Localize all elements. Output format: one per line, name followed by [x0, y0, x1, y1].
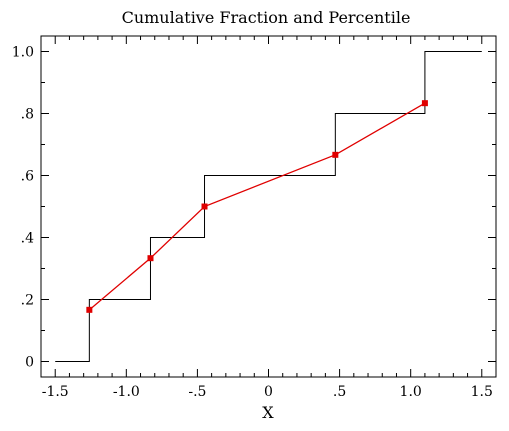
y-tick-label: .2	[21, 293, 34, 309]
x-tick-label: -1.0	[113, 384, 140, 400]
plot-frame	[40, 35, 497, 378]
percentile-marker	[421, 100, 428, 107]
y-tick-label: 1.0	[12, 45, 34, 61]
percentile-line	[88, 102, 426, 311]
x-tick-label: -1.5	[42, 384, 69, 400]
minor-ticks	[40, 36, 497, 377]
x-tick-label: -.5	[188, 384, 206, 400]
y-tick-label: .8	[21, 107, 34, 123]
x-axis-label: X	[262, 403, 274, 422]
x-tick-label: .5	[333, 384, 346, 400]
percentile-marker	[86, 306, 93, 313]
percentile-marker	[201, 203, 208, 210]
y-tick-labels: 0 .2 .4 .6 .8 1.0	[12, 45, 34, 371]
x-tick-label: 1.0	[400, 384, 422, 400]
percentile-marker	[147, 255, 154, 262]
percentile-marker	[332, 151, 339, 158]
x-tick-labels: -1.5 -1.0 -.5 0 .5 1.0 1.5	[42, 384, 493, 400]
series-layer	[55, 51, 482, 362]
cumulative-fraction-step-line	[55, 51, 482, 362]
major-ticks	[41, 36, 496, 377]
chart-title: Cumulative Fraction and Percentile	[122, 8, 411, 27]
x-tick-label: 0	[264, 384, 273, 400]
y-tick-label: .6	[21, 169, 34, 185]
y-tick-label: 0	[25, 355, 34, 371]
x-tick-label: 1.5	[471, 384, 493, 400]
y-tick-label: .4	[21, 231, 34, 247]
